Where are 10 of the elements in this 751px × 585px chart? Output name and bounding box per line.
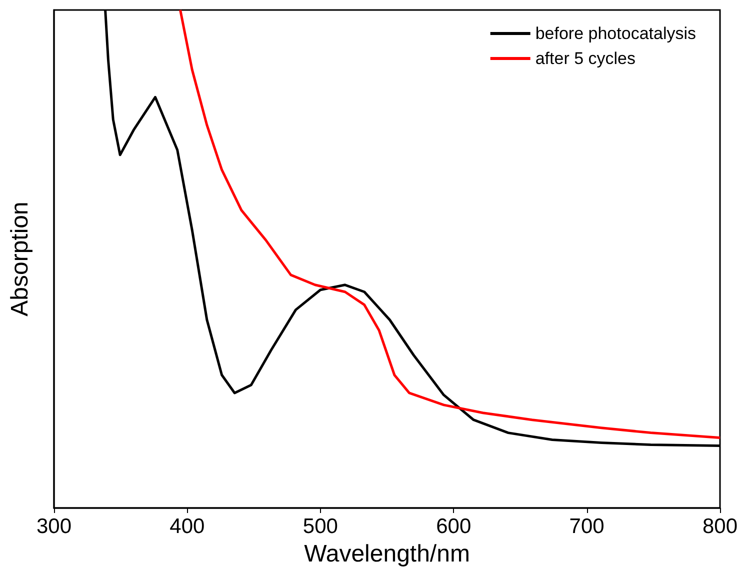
x-tick-label: 700 [569, 515, 604, 538]
legend-label: after 5 cycles [535, 49, 636, 68]
legend-label: before photocatalysis [535, 24, 696, 43]
x-tick-label: 600 [436, 515, 472, 538]
x-tick-label: 400 [170, 515, 205, 538]
y-axis-title: Absorption [6, 202, 34, 316]
x-tick-label: 800 [702, 515, 738, 538]
x-tick-label: 500 [302, 515, 338, 538]
x-tick-label: 300 [36, 515, 72, 538]
x-axis-title: Wavelength/nm [304, 540, 470, 568]
